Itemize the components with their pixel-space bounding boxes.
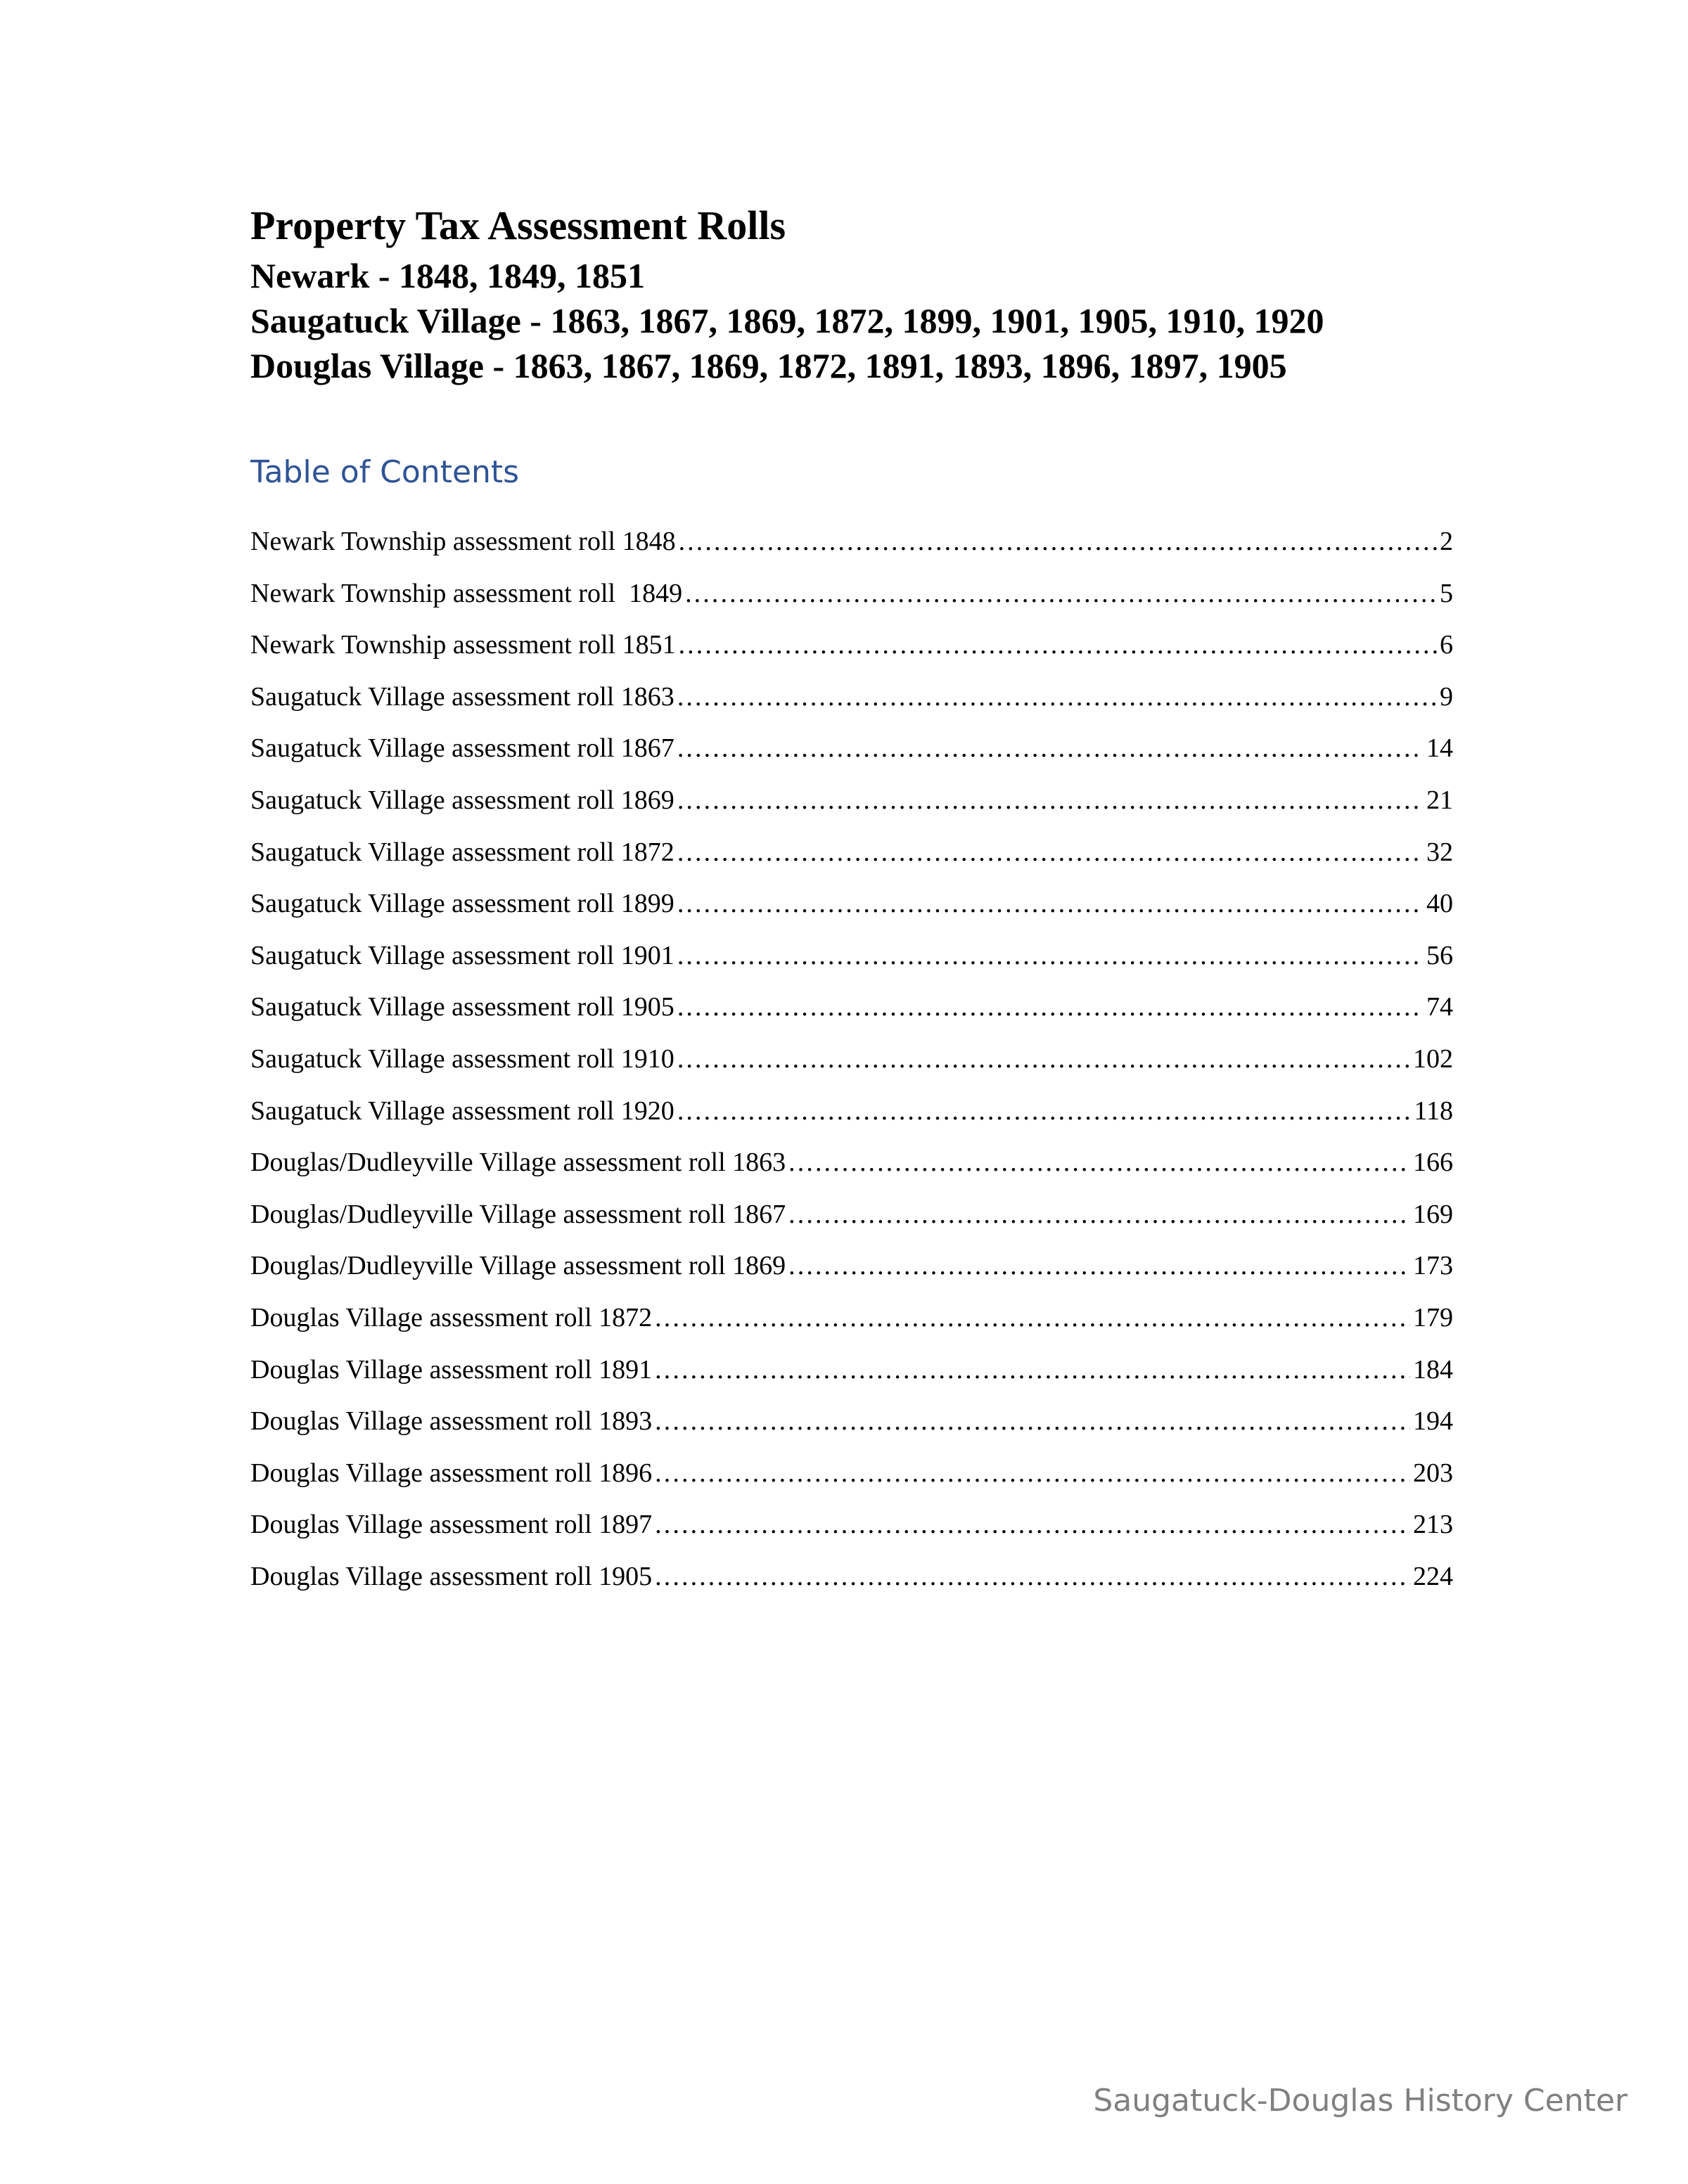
toc-entry[interactable]: Saugatuck Village assessment roll 1863 9: [250, 677, 1453, 729]
toc-entry-label: Saugatuck Village assessment roll 1901: [250, 940, 674, 970]
dot-leader: [677, 677, 1437, 717]
toc-entry-page: 213: [1413, 1510, 1453, 1540]
dot-leader: [788, 1195, 1410, 1234]
toc-entry[interactable]: Newark Township assessment roll 1849 5: [250, 574, 1453, 626]
dot-leader: [677, 781, 1424, 820]
toc-entry[interactable]: Saugatuck Village assessment roll 1869 21: [250, 781, 1453, 833]
toc-entry-page: 184: [1413, 1354, 1453, 1385]
toc-entry-page: 14: [1426, 733, 1453, 764]
toc-entry[interactable]: Saugatuck Village assessment roll 1872 32: [250, 833, 1453, 885]
dot-leader: [655, 1453, 1410, 1493]
toc-entry[interactable]: Saugatuck Village assessment roll 1867 14: [250, 728, 1453, 781]
toc-entry-page: 56: [1426, 940, 1453, 970]
toc-entry-label: Saugatuck Village assessment roll 1863: [250, 681, 674, 712]
toc-entry-label: Newark Township assessment roll 1848: [250, 527, 676, 556]
toc-entry-label: Douglas/Dudleyville Village assessment r…: [250, 1199, 786, 1229]
toc-entry-page: 102: [1413, 1043, 1453, 1074]
dot-leader: [677, 936, 1424, 975]
toc-entry[interactable]: Newark Township assessment roll 1848 2: [250, 522, 1453, 574]
toc-entry-label: Douglas/Dudleyville Village assessment r…: [250, 1251, 786, 1281]
toc-entry-page: 173: [1413, 1251, 1453, 1281]
toc-entry[interactable]: Douglas Village assessment roll 1872 179: [250, 1298, 1453, 1350]
dot-leader: [655, 1298, 1410, 1337]
toc-entry-label: Douglas Village assessment roll 1897: [250, 1510, 653, 1540]
toc-entry[interactable]: Douglas/Dudleyville Village assessment r…: [250, 1195, 1453, 1247]
toc-entry[interactable]: Saugatuck Village assessment roll 1910 10…: [250, 1039, 1453, 1091]
toc-entry-page: 21: [1426, 785, 1453, 815]
toc-entry[interactable]: Douglas Village assessment roll 1893 194: [250, 1401, 1453, 1453]
toc-entry-label: Newark Township assessment roll 1849: [250, 578, 683, 608]
toc-entry-label: Douglas Village assessment roll 1893: [250, 1406, 653, 1437]
dot-leader: [655, 1505, 1410, 1544]
toc-entry-label: Saugatuck Village assessment roll 1869: [250, 785, 674, 815]
toc-entry[interactable]: Saugatuck Village assessment roll 1901 56: [250, 936, 1453, 988]
document-title: Property Tax Assessment Rolls: [250, 203, 786, 248]
dot-leader: [677, 987, 1424, 1027]
toc-entry-page: 74: [1426, 992, 1453, 1022]
toc-entry[interactable]: Saugatuck Village assessment roll 1899 40: [250, 884, 1453, 936]
toc-entry-page: 203: [1413, 1458, 1453, 1488]
toc-entry-label: Saugatuck Village assessment roll 1905: [250, 992, 674, 1022]
toc-entry[interactable]: Douglas Village assessment roll 1896 203: [250, 1453, 1453, 1505]
toc-entry-label: Saugatuck Village assessment roll 1872: [250, 837, 674, 867]
table-of-contents: Newark Township assessment roll 18482New…: [250, 522, 1453, 1608]
subtitle-newark: Newark - 1848, 1849, 1851: [250, 256, 646, 295]
toc-entry-label: Douglas Village assessment roll 1905: [250, 1561, 653, 1591]
dot-leader: [677, 728, 1424, 768]
toc-entry-label: Saugatuck Village assessment roll 1867: [250, 733, 674, 764]
toc-entry-label: Saugatuck Village assessment roll 1920: [250, 1096, 674, 1126]
dot-leader: [655, 1557, 1410, 1596]
toc-entry-page: 40: [1426, 889, 1453, 919]
toc-entry[interactable]: Douglas Village assessment roll 1891 184: [250, 1350, 1453, 1402]
toc-entry[interactable]: Douglas Village assessment roll 1905 224: [250, 1557, 1453, 1609]
toc-entry[interactable]: Newark Township assessment roll 1851 6: [250, 625, 1453, 677]
dot-leader: [677, 1091, 1412, 1131]
toc-entry-page: 32: [1426, 837, 1453, 867]
toc-entry-page: 5: [1440, 578, 1453, 608]
toc-entry-page: 166: [1413, 1148, 1453, 1178]
toc-entry[interactable]: Douglas Village assessment roll 1897 213: [250, 1505, 1453, 1557]
toc-entry-label: Newark Township assessment roll 1851: [250, 630, 676, 660]
dot-leader: [679, 625, 1437, 664]
toc-entry-page: 118: [1414, 1096, 1453, 1126]
toc-entry-label: Douglas Village assessment roll 1872: [250, 1302, 653, 1332]
dot-leader: [679, 522, 1437, 561]
footer-organization: Saugatuck-Douglas History Center: [1093, 2083, 1628, 2119]
dot-leader: [677, 1039, 1410, 1079]
toc-entry-page: 194: [1413, 1406, 1453, 1437]
toc-heading: Table of Contents: [250, 454, 520, 490]
toc-entry-page: 169: [1413, 1199, 1453, 1229]
toc-entry-page: 2: [1440, 527, 1453, 556]
dot-leader: [655, 1350, 1410, 1389]
toc-entry-page: 179: [1413, 1302, 1453, 1332]
toc-entry-page: 224: [1413, 1561, 1453, 1591]
dot-leader: [677, 833, 1424, 872]
dot-leader: [655, 1401, 1410, 1441]
toc-entry-label: Douglas/Dudleyville Village assessment r…: [250, 1148, 786, 1178]
toc-entry-label: Douglas Village assessment roll 1896: [250, 1458, 653, 1488]
dot-leader: [788, 1246, 1410, 1285]
toc-entry-label: Saugatuck Village assessment roll 1910: [250, 1043, 674, 1074]
dot-leader: [677, 884, 1424, 923]
toc-entry-label: Saugatuck Village assessment roll 1899: [250, 889, 674, 919]
toc-entry[interactable]: Saugatuck Village assessment roll 1905 74: [250, 987, 1453, 1039]
toc-entry[interactable]: Saugatuck Village assessment roll 1920 11…: [250, 1091, 1453, 1143]
toc-entry[interactable]: Douglas/Dudleyville Village assessment r…: [250, 1143, 1453, 1195]
toc-entry-label: Douglas Village assessment roll 1891: [250, 1354, 653, 1385]
toc-entry-page: 6: [1440, 630, 1453, 660]
toc-entry-page: 9: [1440, 681, 1453, 712]
subtitle-douglas: Douglas Village - 1863, 1867, 1869, 1872…: [250, 346, 1287, 385]
subtitle-saugatuck: Saugatuck Village - 1863, 1867, 1869, 18…: [250, 301, 1324, 340]
toc-entry[interactable]: Douglas/Dudleyville Village assessment r…: [250, 1246, 1453, 1298]
dot-leader: [685, 574, 1437, 613]
dot-leader: [788, 1143, 1410, 1182]
